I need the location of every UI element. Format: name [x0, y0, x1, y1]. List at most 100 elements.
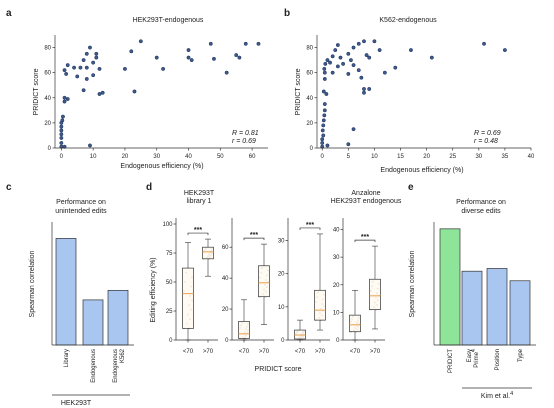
panel-b-point [429, 55, 434, 60]
panel-c-title-line2: unintended edits [55, 208, 107, 215]
panel-a-point [81, 58, 86, 63]
panel-e-x-label: Type [518, 348, 524, 362]
panel-b-x-tick-label: 25 [449, 154, 456, 160]
panel-a-point [88, 143, 92, 148]
panel-b-x-tick-label: 15 [397, 154, 404, 160]
panel-b-point [335, 43, 340, 47]
panel-d-significance-bracket [354, 239, 376, 243]
panel-e-axes [433, 222, 536, 346]
panel-d-y-tick-label: 0 [169, 338, 173, 344]
panel-d-box [182, 267, 194, 329]
panel-b-x-ticks: 0 5 10 15 20 25 30 35 40 [321, 148, 535, 160]
panel-a-point [59, 136, 64, 140]
panel-d-significance: *** [194, 227, 202, 234]
panel-b-point [351, 45, 356, 50]
panel-b-x-tick-label: 0 [321, 154, 325, 160]
panel-d-box [369, 278, 381, 310]
panel-b-point [321, 89, 326, 94]
panel-b-x-tick-label: 5 [347, 154, 351, 160]
panel-b-x-tick-label: 40 [528, 154, 535, 160]
panel-a-point [59, 141, 64, 145]
panel-d-x-tick-label: >70 [203, 349, 214, 355]
panel-e-x-labels: PRIDICT EasyPrime4 Position Type [448, 348, 524, 373]
panel-d-xlabel: PRIDICT score [255, 366, 302, 373]
panel-b-point [409, 48, 413, 53]
panel-b-y-ticks: 0 20 40 60 80 [306, 46, 317, 152]
panel-a-point [62, 144, 67, 149]
panel-b-point [367, 55, 372, 60]
panel-a-point [186, 48, 191, 53]
panel-b-point [359, 75, 364, 80]
panel-a-point [129, 49, 134, 54]
panel-b-point [320, 128, 325, 133]
panel-e-x-label: PRIDICT [448, 349, 454, 373]
panel-d-significance: *** [250, 232, 258, 239]
panel-d-significance: *** [306, 222, 314, 229]
panel-a-point [59, 124, 64, 129]
panel-a-x-tick-label: 30 [153, 154, 160, 160]
panel-b-point [348, 58, 353, 63]
panel-d-y-tick-label: 10 [278, 305, 285, 311]
panel-a-x-tick-label: 0 [60, 154, 64, 160]
panel-d-significance-bracket [299, 227, 321, 230]
panel-b-point [382, 70, 387, 75]
panel-a-point [138, 39, 143, 44]
panel-a-point [122, 66, 127, 71]
panel-d-y-tick-label: 50 [166, 280, 173, 286]
panel-b-y-tick-label: 20 [306, 121, 313, 127]
panel-a-point [65, 63, 70, 68]
panel-c-x-label: Library [64, 349, 70, 367]
panel-label-a: a [6, 8, 12, 19]
panel-a-point [208, 41, 213, 46]
panel-b-point [328, 60, 332, 65]
panel-d-ylabel: Editing efficiency (%) [150, 257, 157, 322]
panel-b: K562-endogenous 0 5 10 15 20 25 30 35 40 0 20 40 60… [295, 17, 535, 174]
panel-d-y-tick-label: 75 [166, 251, 173, 257]
panel-d-subplot-title: Anzalone [351, 190, 380, 197]
panel-e: Performance on diverse edits Spearman co… [409, 199, 536, 400]
panel-b-point [322, 102, 327, 107]
panel-b-point [322, 113, 327, 118]
panel-c-title-line1: Performance on [56, 199, 106, 206]
panel-b-xlabel: Endogenous efficiency (%) [380, 167, 463, 174]
panel-b-point [322, 108, 327, 113]
panel-b-point [482, 41, 486, 46]
panel-e-x-label: EasyPrime4 [467, 349, 480, 368]
panel-b-point [346, 142, 351, 147]
panel-a-point [94, 51, 99, 56]
panel-b-point [338, 55, 343, 60]
panel-c-bar [55, 238, 77, 346]
panel-a-point [132, 89, 137, 94]
panel-a-point [161, 66, 166, 71]
panel-d-y-tick-label: 20 [278, 272, 285, 278]
panel-a-point [59, 132, 64, 137]
panel-b-y-tick-label: 80 [306, 46, 313, 52]
panel-a-point [237, 55, 242, 60]
panel-b-point [330, 54, 335, 59]
panel-a-point [94, 55, 99, 60]
panel-a-x-tick-label: 10 [90, 154, 97, 160]
panel-b-x-tick-label: 20 [423, 154, 430, 160]
panel-c-bars [55, 238, 129, 346]
panel-a-stat-R: R = 0.81 [232, 130, 259, 137]
panel-d-y-tick-label: 0 [225, 338, 229, 344]
panel-b-point [320, 137, 325, 142]
panel-b-point [323, 61, 328, 66]
panel-a-point [234, 53, 239, 58]
panel-b-point [502, 48, 507, 53]
panel-b-point [335, 64, 340, 69]
panel-a-x-tick-label: 60 [249, 154, 256, 160]
panel-b-point [362, 87, 366, 91]
panel-d-subplot: 0 20 40 60 <70 >70 *** [222, 218, 274, 355]
panel-b-point [346, 71, 351, 76]
panel-label-d: d [146, 182, 152, 193]
panel-c-ylabel: Spearman correlation [29, 250, 36, 317]
panel-d-y-tick-label: 40 [333, 228, 340, 234]
panel-a-point [91, 60, 96, 65]
panel-e-bars [439, 228, 531, 346]
panel-e-bar [509, 280, 531, 346]
panel-a-points [59, 39, 261, 149]
panel-a-point [100, 90, 105, 95]
